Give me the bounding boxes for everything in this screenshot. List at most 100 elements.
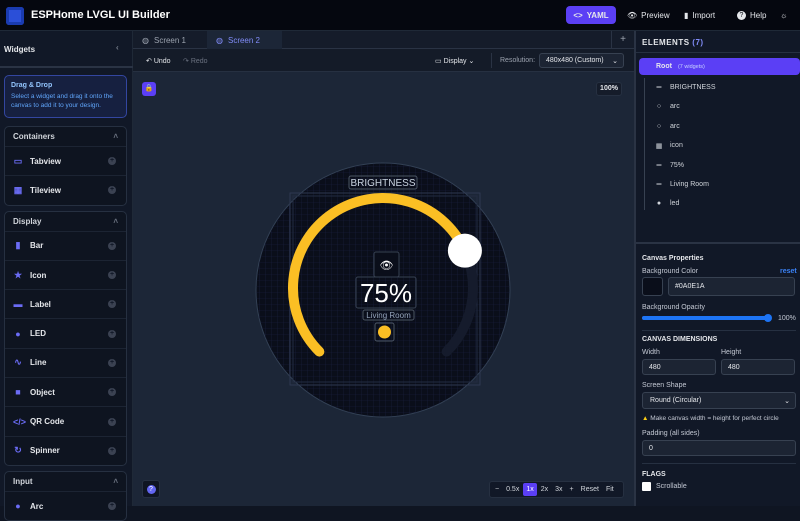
chevron-up-icon[interactable]: ˄ (113, 132, 118, 141)
resolution-label: Resolution: (500, 57, 536, 64)
arc-knob[interactable] (447, 233, 482, 268)
theme-toggle-sun-icon[interactable]: ☼ (780, 10, 788, 20)
widget-item-qr-code[interactable]: </> QR Code + (5, 406, 126, 435)
lock-icon[interactable]: 🔒 (142, 82, 156, 96)
zoom-3x-button[interactable]: 3x (555, 486, 563, 493)
widget-item-led[interactable]: ● LED + (5, 318, 126, 347)
tree-item[interactable]: ● led (654, 194, 679, 213)
zoom-fit-button[interactable]: Fit (605, 486, 614, 493)
widget-item-icon[interactable]: ★ Icon + (5, 259, 126, 289)
yaml-button[interactable]: <> YAML (566, 6, 616, 24)
led-widget (378, 325, 391, 339)
tab-screen-1[interactable]: ◍ Screen 1 (142, 35, 187, 45)
grid-icon: ▦ (13, 184, 23, 195)
zoom-0-5x-button[interactable]: 0.5x (506, 486, 520, 493)
help-icon: ? (737, 10, 746, 20)
tree-item[interactable]: ○ arc (654, 97, 680, 116)
tag-icon: ▬ (13, 299, 23, 310)
chevron-up-icon[interactable]: ˄ (113, 216, 118, 226)
bg-color-label: Background Color (642, 268, 699, 275)
scrollable-checkbox[interactable] (642, 482, 651, 491)
tree-item[interactable]: ═ 75% (654, 156, 685, 175)
opacity-slider[interactable] (642, 313, 772, 322)
widget-item-spinner[interactable]: ↻ Spinner + (5, 435, 126, 465)
padding-input[interactable]: 0 (642, 440, 796, 456)
width-input[interactable]: 480 (642, 359, 716, 375)
add-screen-button[interactable]: + (611, 31, 634, 49)
add-icon[interactable]: + (108, 186, 116, 195)
zoom-1x-button[interactable]: 1x (523, 483, 537, 496)
circle-icon: ○ (656, 103, 662, 111)
label-icon: ═ (656, 181, 662, 188)
group-header[interactable]: Containers ˄ (13, 132, 118, 141)
help-button[interactable]: ? Help (737, 6, 766, 24)
tree-item[interactable]: ═ BRIGHTNESS (654, 78, 716, 97)
room-label-box (362, 309, 415, 321)
add-icon[interactable]: + (108, 329, 116, 338)
zoom-2x-button[interactable]: 2x (540, 486, 549, 493)
bulb-icon: ● (15, 328, 21, 339)
zoom-in-button[interactable]: + (569, 486, 574, 493)
add-icon[interactable]: + (108, 271, 116, 280)
sidebar-header: Widgets ‹ (0, 31, 133, 68)
zoom-indicator: 100% (596, 82, 622, 96)
tab-screen-2[interactable]: ◍ Screen 2 (207, 31, 282, 49)
bg-color-swatch[interactable] (642, 277, 663, 296)
round-screen: BRIGHTNESS 👁 75% Living Room (255, 162, 511, 418)
height-input[interactable]: 480 (721, 359, 795, 375)
group-header[interactable]: Display ˄ (13, 216, 118, 226)
resolution-select[interactable]: 480x480 (Custom) ⌄ (539, 53, 624, 68)
widget-item-label[interactable]: ▬ Label + (5, 289, 126, 318)
add-icon[interactable]: + (108, 502, 116, 511)
add-icon[interactable]: + (108, 241, 116, 250)
import-button[interactable]: ▮ Import (684, 10, 716, 20)
help-button[interactable]: ? (142, 480, 160, 498)
eye-icon: 👁 (380, 260, 394, 272)
group-header[interactable]: Input ˄ (13, 477, 118, 486)
zoom-controls: − 0.5x 1x 2x 3x + Reset Fit (489, 481, 624, 498)
zoom-out-button[interactable]: − (495, 486, 500, 493)
widget-item-line[interactable]: ∿ Line + (5, 347, 126, 377)
reset-link[interactable]: reset (780, 268, 797, 275)
sidebar-title: Widgets (4, 45, 36, 54)
logo-icon (6, 7, 24, 25)
widget-item-tabview[interactable]: ▭ Tabview + (5, 146, 126, 175)
collapse-chevron-icon[interactable]: ‹ (116, 43, 119, 52)
chevron-up-icon[interactable]: ˄ (113, 477, 118, 486)
add-icon[interactable]: + (108, 446, 116, 455)
add-icon[interactable]: + (108, 388, 116, 397)
redo-button[interactable]: ↷ Redo (183, 58, 208, 65)
preview-button[interactable]: 👁 Preview (627, 10, 670, 20)
brightness-label-box (348, 175, 418, 190)
widget-item-object[interactable]: ■ Object + (5, 377, 126, 406)
tree-item[interactable]: ○ arc (654, 117, 680, 136)
bg-color-input[interactable]: #0A0E1A (668, 277, 795, 296)
slider-thumb[interactable] (764, 313, 772, 322)
tree-item[interactable]: ═ Living Room (654, 175, 709, 194)
scrollable-label: Scrollable (656, 483, 687, 490)
arc-indicator[interactable] (288, 193, 472, 357)
undo-button[interactable]: ↶ Undo (146, 58, 171, 65)
height-label: Height (721, 349, 742, 356)
add-icon[interactable]: + (108, 358, 116, 367)
display-dropdown[interactable]: ▭ Display ⌄ (435, 58, 475, 65)
widget-group-display: Display ˄ ▮ Bar + ★ Icon + ▬ Label + ● LED + ∿ Line + ■ Ob… (4, 210, 127, 466)
app-header: ESPHome LVGL UI Builder <> YAML 👁 Preview … (0, 0, 800, 31)
globe-icon: ◍ (216, 35, 223, 45)
tree-item[interactable]: ▦ icon (655, 142, 683, 150)
value-label-box (355, 276, 417, 309)
add-icon[interactable]: + (108, 417, 116, 426)
widget-item-tileview[interactable]: ▦ Tileview + (5, 175, 126, 204)
add-icon[interactable]: + (108, 157, 116, 166)
zoom-reset-button[interactable]: Reset (580, 486, 599, 493)
width-label: Width (642, 349, 660, 356)
add-icon[interactable]: + (108, 300, 116, 309)
screen-tabs: ◍ Screen 1 ◍ Screen 2 + (133, 31, 634, 49)
app-title: ESPHome LVGL UI Builder (31, 9, 170, 21)
grid-icon: ▦ (655, 142, 663, 150)
widget-item-bar[interactable]: ▮ Bar + (5, 230, 126, 260)
tree-root[interactable]: Root (7 widgets) (639, 58, 800, 75)
chevron-down-icon: ⌄ (784, 397, 790, 405)
code-icon: </> (13, 416, 27, 427)
screen-shape-select[interactable]: Round (Circular) ⌄ (642, 392, 796, 409)
